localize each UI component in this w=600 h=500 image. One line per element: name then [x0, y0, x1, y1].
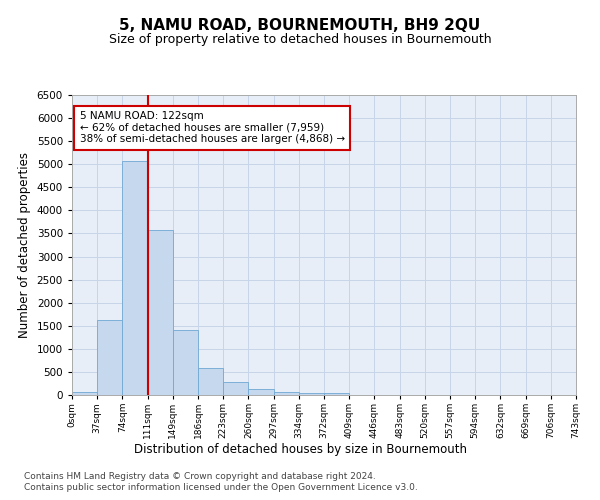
Bar: [173, 330, 198, 395]
Bar: [324, 392, 349, 395]
Y-axis label: Number of detached properties: Number of detached properties: [18, 152, 31, 338]
Bar: [274, 392, 299, 395]
Text: Size of property relative to detached houses in Bournemouth: Size of property relative to detached ho…: [109, 32, 491, 46]
Bar: [248, 389, 274, 395]
Bar: [122, 161, 148, 395]
Bar: [148, 230, 173, 395]
Bar: [198, 368, 223, 395]
Bar: [223, 382, 248, 395]
Text: Contains HM Land Registry data © Crown copyright and database right 2024.: Contains HM Land Registry data © Crown c…: [24, 472, 376, 481]
Text: Contains public sector information licensed under the Open Government Licence v3: Contains public sector information licen…: [24, 483, 418, 492]
Bar: [299, 392, 324, 395]
Bar: [72, 392, 97, 395]
Text: 5 NAMU ROAD: 122sqm
← 62% of detached houses are smaller (7,959)
38% of semi-det: 5 NAMU ROAD: 122sqm ← 62% of detached ho…: [80, 111, 344, 144]
Text: 5, NAMU ROAD, BOURNEMOUTH, BH9 2QU: 5, NAMU ROAD, BOURNEMOUTH, BH9 2QU: [119, 18, 481, 32]
Text: Distribution of detached houses by size in Bournemouth: Distribution of detached houses by size …: [133, 442, 467, 456]
Bar: [97, 320, 122, 395]
